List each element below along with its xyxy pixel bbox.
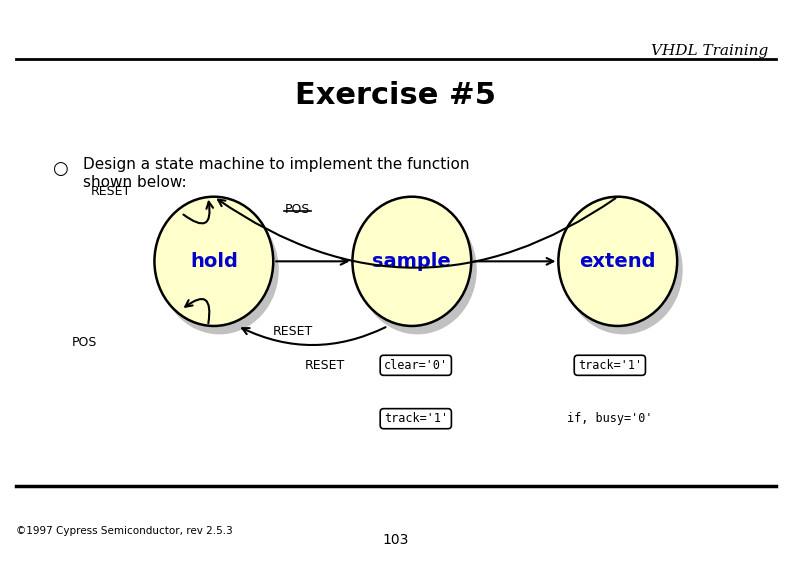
Text: ©1997 Cypress Semiconductor, rev 2.5.3: ©1997 Cypress Semiconductor, rev 2.5.3 bbox=[16, 526, 233, 536]
Text: track='1': track='1' bbox=[578, 359, 642, 372]
Text: Exercise #5: Exercise #5 bbox=[295, 81, 497, 110]
Ellipse shape bbox=[558, 197, 677, 326]
Ellipse shape bbox=[352, 197, 471, 326]
Text: Design a state machine to implement the function
shown below:: Design a state machine to implement the … bbox=[83, 157, 470, 190]
Text: VHDL Training: VHDL Training bbox=[651, 44, 768, 57]
FancyArrowPatch shape bbox=[242, 327, 386, 345]
Text: 103: 103 bbox=[383, 533, 409, 546]
Ellipse shape bbox=[358, 205, 477, 334]
Ellipse shape bbox=[160, 205, 279, 334]
FancyArrowPatch shape bbox=[185, 299, 209, 323]
Text: track='1': track='1' bbox=[384, 412, 447, 425]
Text: if, busy='0': if, busy='0' bbox=[567, 412, 653, 425]
Text: POS: POS bbox=[284, 203, 310, 216]
Text: clear='0': clear='0' bbox=[384, 359, 447, 372]
Text: sample: sample bbox=[372, 252, 451, 271]
Text: hold: hold bbox=[190, 252, 238, 271]
Ellipse shape bbox=[154, 197, 273, 326]
Text: RESET: RESET bbox=[273, 325, 313, 338]
FancyArrowPatch shape bbox=[218, 198, 615, 268]
Text: RESET: RESET bbox=[304, 359, 345, 372]
Ellipse shape bbox=[564, 205, 683, 334]
Text: POS: POS bbox=[71, 336, 97, 350]
Text: extend: extend bbox=[580, 252, 656, 271]
Text: ○: ○ bbox=[51, 160, 67, 178]
FancyArrowPatch shape bbox=[474, 258, 554, 265]
FancyArrowPatch shape bbox=[184, 202, 213, 224]
Text: RESET: RESET bbox=[91, 184, 131, 198]
FancyArrowPatch shape bbox=[276, 258, 348, 265]
